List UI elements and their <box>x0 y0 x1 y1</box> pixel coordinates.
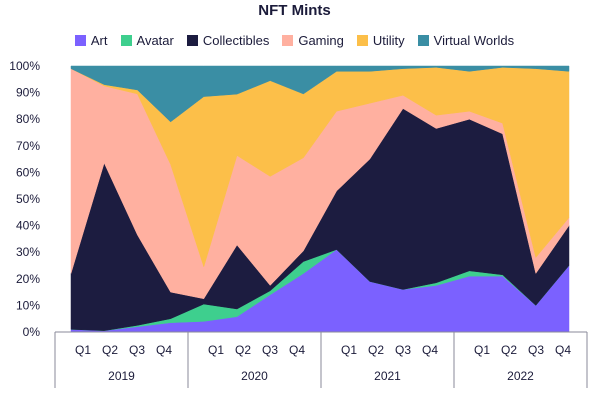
x-group-label: 2020 <box>241 369 268 383</box>
legend-label: Virtual Worlds <box>433 33 515 48</box>
legend-swatch <box>74 35 86 46</box>
legend-swatch <box>282 35 294 46</box>
y-tick-label: 30% <box>16 245 40 259</box>
x-tick-label: Q2 <box>368 343 384 357</box>
legend-swatch <box>120 35 132 46</box>
legend-item: Utility <box>356 33 405 48</box>
x-tick-label: Q3 <box>395 343 411 357</box>
legend-swatch <box>417 35 429 46</box>
y-tick-label: 80% <box>16 112 40 126</box>
legend-item: Collectibles <box>186 33 270 48</box>
y-tick-label: 40% <box>16 219 40 233</box>
legend-item: Avatar <box>120 33 174 48</box>
y-tick-label: 70% <box>16 139 40 153</box>
legend-item: Gaming <box>282 33 344 48</box>
y-tick-label: 90% <box>16 86 40 100</box>
x-tick-label: Q3 <box>129 343 145 357</box>
x-tick-label: Q2 <box>235 343 251 357</box>
legend: Art Avatar Collectibles Gaming Utility Virtua… <box>0 33 589 48</box>
legend-label: Gaming <box>298 33 344 48</box>
x-group-label: 2021 <box>374 369 401 383</box>
legend-label: Collectibles <box>202 33 270 48</box>
x-tick-label: Q2 <box>501 343 517 357</box>
legend-label: Art <box>90 33 108 48</box>
y-tick-label: 10% <box>16 298 40 312</box>
x-tick-label: Q4 <box>422 343 438 357</box>
x-tick-label: Q3 <box>262 343 278 357</box>
y-tick-label: 100% <box>9 59 40 73</box>
x-tick-label: Q4 <box>555 343 571 357</box>
legend-item: Art <box>74 33 108 48</box>
legend-label: Utility <box>372 33 405 48</box>
x-group-label: 2022 <box>507 369 534 383</box>
area-virtual-worlds <box>70 65 570 123</box>
x-group-label: 2019 <box>108 369 135 383</box>
y-tick-label: 20% <box>16 272 40 286</box>
y-tick-label: 50% <box>16 192 40 206</box>
x-tick-label: Q4 <box>289 343 305 357</box>
x-tick-label: Q1 <box>341 343 357 357</box>
legend-swatch <box>356 35 368 46</box>
y-tick-label: 0% <box>23 325 41 339</box>
x-tick-label: Q1 <box>75 343 91 357</box>
x-tick-label: Q1 <box>208 343 224 357</box>
x-tick-label: Q1 <box>474 343 490 357</box>
x-tick-label: Q3 <box>528 343 544 357</box>
legend-swatch <box>186 35 198 46</box>
x-tick-label: Q2 <box>102 343 118 357</box>
chart-title: NFT Mints <box>258 2 331 19</box>
y-tick-label: 60% <box>16 165 40 179</box>
legend-label: Avatar <box>136 33 174 48</box>
x-tick-label: Q4 <box>156 343 172 357</box>
legend-item: Virtual Worlds <box>417 33 515 48</box>
